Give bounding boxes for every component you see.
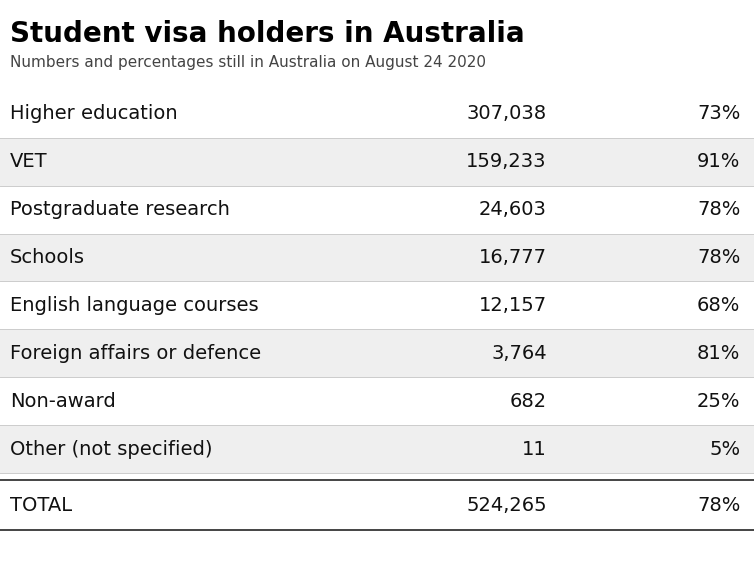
Text: 5%: 5% (710, 439, 740, 459)
Text: Non-award: Non-award (10, 392, 115, 411)
Text: Higher education: Higher education (10, 104, 177, 123)
Text: Student visa holders in Australia: Student visa holders in Australia (10, 20, 525, 48)
Text: 25%: 25% (697, 392, 740, 411)
Text: 524,265: 524,265 (466, 496, 547, 515)
Text: 78%: 78% (697, 496, 740, 515)
Text: 159,233: 159,233 (466, 152, 547, 171)
Text: 73%: 73% (697, 104, 740, 123)
Text: 682: 682 (510, 392, 547, 411)
Text: Schools: Schools (10, 248, 84, 267)
Text: 11: 11 (522, 439, 547, 459)
Text: 91%: 91% (697, 152, 740, 171)
Text: English language courses: English language courses (10, 296, 259, 315)
Text: TOTAL: TOTAL (10, 496, 72, 515)
Text: 16,777: 16,777 (479, 248, 547, 267)
Text: Numbers and percentages still in Australia on August 24 2020: Numbers and percentages still in Austral… (10, 55, 486, 70)
Text: Foreign affairs or defence: Foreign affairs or defence (10, 344, 261, 363)
Text: 24,603: 24,603 (479, 200, 547, 219)
Text: 12,157: 12,157 (479, 296, 547, 315)
Text: 3,764: 3,764 (491, 344, 547, 363)
Text: VET: VET (10, 152, 48, 171)
Text: 78%: 78% (697, 200, 740, 219)
Text: 81%: 81% (697, 344, 740, 363)
Text: Other (not specified): Other (not specified) (10, 439, 213, 459)
Text: 68%: 68% (697, 296, 740, 315)
Text: 78%: 78% (697, 248, 740, 267)
Text: Postgraduate research: Postgraduate research (10, 200, 230, 219)
Text: 307,038: 307,038 (467, 104, 547, 123)
